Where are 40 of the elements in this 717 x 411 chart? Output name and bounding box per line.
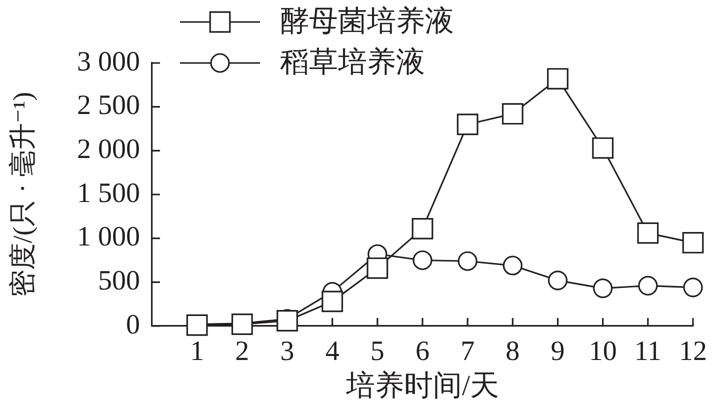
point: [458, 251, 478, 271]
legend-label: 稻草培养液: [280, 46, 425, 79]
x-tick-label: 11: [634, 336, 662, 368]
point: [682, 232, 704, 254]
y-tick-label: 3 000: [77, 46, 140, 78]
x-tick-label: 10: [588, 336, 617, 368]
x-tick-label: 12: [679, 336, 707, 368]
y-tick-label: 0: [126, 309, 140, 340]
x-tick-label: 8: [506, 336, 520, 368]
x-tick-label: 1: [190, 336, 204, 368]
point: [322, 290, 344, 312]
point: [412, 218, 434, 240]
y-tick-label: 500: [98, 266, 140, 297]
point: [456, 114, 478, 136]
x-tick-label: 3: [280, 336, 294, 368]
x-tick-label: 6: [416, 336, 430, 368]
point: [683, 278, 703, 298]
x-tick-label: 9: [550, 336, 565, 368]
x-tick-label: 5: [370, 336, 384, 368]
x-tick-label: 4: [325, 336, 340, 368]
y-tick-label: 2 000: [77, 134, 140, 166]
point: [592, 137, 614, 159]
y-axis-title: 密度/(只 · 毫升⁻¹): [7, 92, 38, 298]
point: [502, 256, 522, 276]
point: [276, 310, 298, 332]
x-tick-label: 7: [460, 336, 475, 368]
y-tick-label: 2 500: [77, 90, 140, 122]
point: [593, 278, 613, 298]
point: [412, 250, 432, 270]
x-axis-title: 培养时间/天: [344, 370, 500, 402]
x-tick-label: 2: [235, 336, 250, 368]
y-tick-label: 1 500: [77, 178, 140, 209]
point: [502, 103, 524, 125]
y-tick-label: 1 000: [77, 222, 140, 253]
point: [547, 68, 568, 90]
point: [366, 257, 388, 279]
legend-label: 酵母菌培养液: [280, 6, 454, 38]
point: [548, 270, 568, 290]
point: [638, 276, 658, 296]
point: [637, 222, 659, 244]
